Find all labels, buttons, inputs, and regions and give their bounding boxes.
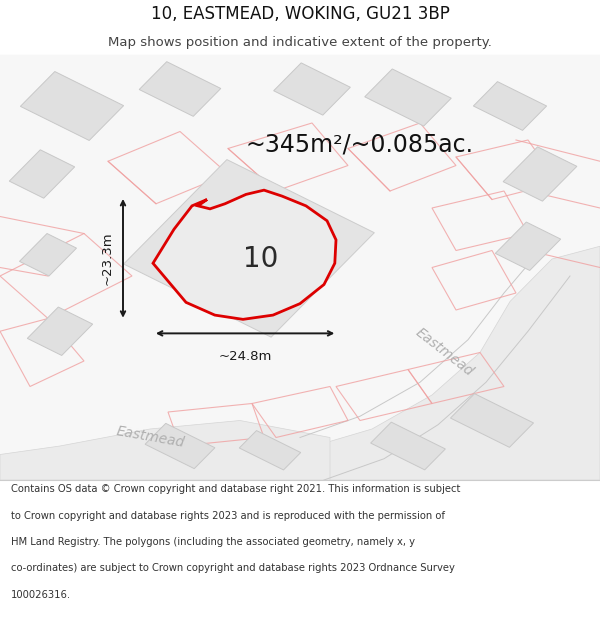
Text: co-ordinates) are subject to Crown copyright and database rights 2023 Ordnance S: co-ordinates) are subject to Crown copyr… (11, 564, 455, 574)
Polygon shape (300, 246, 600, 480)
Text: Eastmead: Eastmead (412, 326, 476, 379)
Text: ~345m²/~0.085ac.: ~345m²/~0.085ac. (246, 132, 474, 156)
Text: Eastmead: Eastmead (115, 424, 185, 451)
Polygon shape (19, 234, 77, 276)
Polygon shape (239, 431, 301, 470)
Text: 10, EASTMEAD, WOKING, GU21 3BP: 10, EASTMEAD, WOKING, GU21 3BP (151, 5, 449, 22)
Text: 10: 10 (244, 245, 278, 273)
Polygon shape (0, 421, 330, 480)
Polygon shape (473, 82, 547, 131)
Polygon shape (145, 423, 215, 469)
Text: ~24.8m: ~24.8m (218, 351, 272, 363)
Polygon shape (451, 394, 533, 448)
Polygon shape (153, 190, 336, 319)
Polygon shape (365, 69, 451, 126)
Text: HM Land Registry. The polygons (including the associated geometry, namely x, y: HM Land Registry. The polygons (includin… (11, 537, 415, 547)
Text: 100026316.: 100026316. (11, 590, 71, 600)
Polygon shape (371, 422, 445, 470)
Text: Contains OS data © Crown copyright and database right 2021. This information is : Contains OS data © Crown copyright and d… (11, 484, 460, 494)
Polygon shape (496, 222, 560, 271)
Text: to Crown copyright and database rights 2023 and is reproduced with the permissio: to Crown copyright and database rights 2… (11, 511, 445, 521)
Polygon shape (139, 62, 221, 116)
Polygon shape (503, 147, 577, 201)
Polygon shape (274, 63, 350, 115)
Text: ~23.3m: ~23.3m (101, 231, 114, 285)
Polygon shape (20, 71, 124, 141)
Polygon shape (124, 159, 374, 337)
Polygon shape (28, 307, 92, 356)
Polygon shape (10, 150, 74, 198)
Text: Map shows position and indicative extent of the property.: Map shows position and indicative extent… (108, 36, 492, 49)
